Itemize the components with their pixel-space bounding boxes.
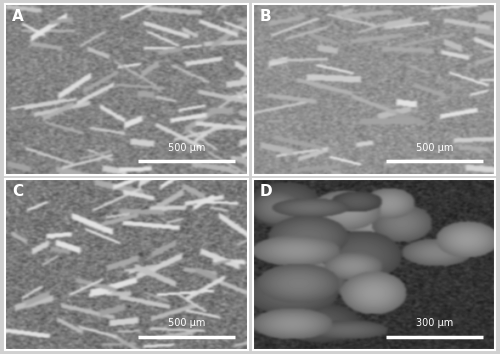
Text: D: D bbox=[260, 184, 272, 199]
Text: A: A bbox=[12, 9, 24, 24]
Text: C: C bbox=[12, 184, 24, 199]
Text: 500 μm: 500 μm bbox=[168, 143, 205, 153]
Text: 500 μm: 500 μm bbox=[416, 143, 453, 153]
Text: 300 μm: 300 μm bbox=[416, 318, 453, 328]
Text: 500 μm: 500 μm bbox=[168, 318, 205, 328]
Text: B: B bbox=[260, 9, 272, 24]
